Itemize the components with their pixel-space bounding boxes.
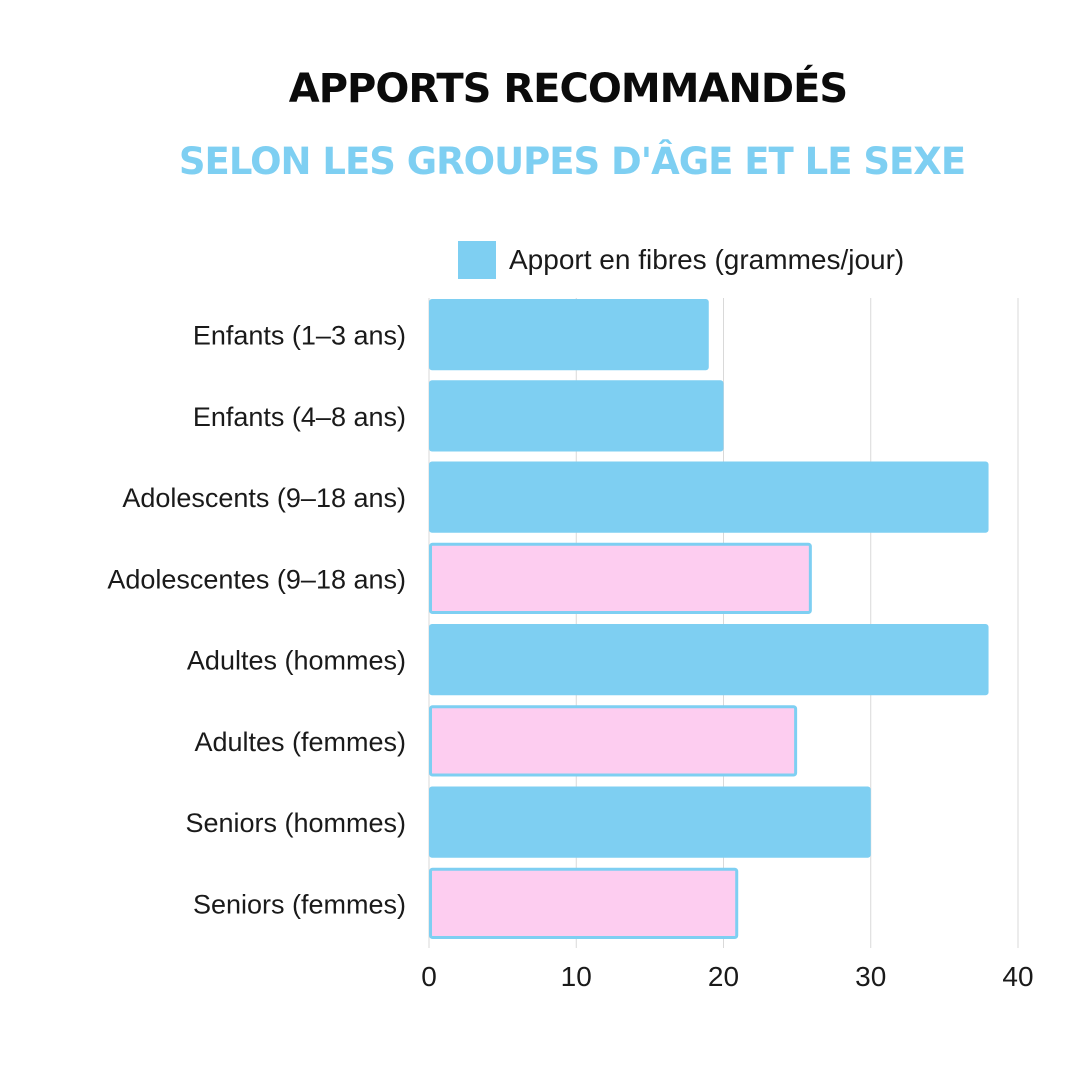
x-axis-tick-labels: 0 10 20 30 40 bbox=[421, 961, 1033, 992]
bar-5 bbox=[429, 705, 798, 777]
category-label-1: Enfants (4–8 ans) bbox=[193, 402, 406, 432]
bar-1 bbox=[429, 380, 724, 452]
bar-0 bbox=[429, 299, 709, 371]
bar-4 bbox=[429, 624, 989, 696]
x-tick-label-40: 40 bbox=[1002, 961, 1033, 992]
bars bbox=[429, 299, 989, 939]
category-label-2: Adolescents (9–18 ans) bbox=[122, 483, 406, 513]
category-label-3: Adolescentes (9–18 ans) bbox=[107, 564, 406, 594]
chart-subtitle: SELON LES GROUPES D'ÂGE ET LE SEXE bbox=[178, 140, 966, 183]
legend-swatch bbox=[458, 241, 496, 279]
bar-7 bbox=[429, 867, 739, 939]
category-labels: Enfants (1–3 ans) Enfants (4–8 ans) Adoles… bbox=[107, 321, 406, 920]
category-label-4: Adultes (hommes) bbox=[187, 646, 406, 676]
category-label-6: Seniors (hommes) bbox=[185, 808, 406, 838]
chart-title: APPORTS RECOMMANDÉS bbox=[288, 66, 848, 112]
bar-3 bbox=[429, 542, 812, 614]
category-label-0: Enfants (1–3 ans) bbox=[193, 321, 406, 351]
x-tick-label-20: 20 bbox=[708, 961, 739, 992]
category-label-7: Seniors (femmes) bbox=[193, 889, 406, 919]
x-tick-label-10: 10 bbox=[561, 961, 592, 992]
bar-6 bbox=[429, 786, 871, 858]
x-tick-label-30: 30 bbox=[855, 961, 886, 992]
x-tick-label-0: 0 bbox=[421, 961, 437, 992]
legend: Apport en fibres (grammes/jour) bbox=[458, 241, 904, 279]
category-label-5: Adultes (femmes) bbox=[194, 727, 406, 757]
bar-2 bbox=[429, 461, 989, 533]
legend-label: Apport en fibres (grammes/jour) bbox=[509, 244, 904, 275]
